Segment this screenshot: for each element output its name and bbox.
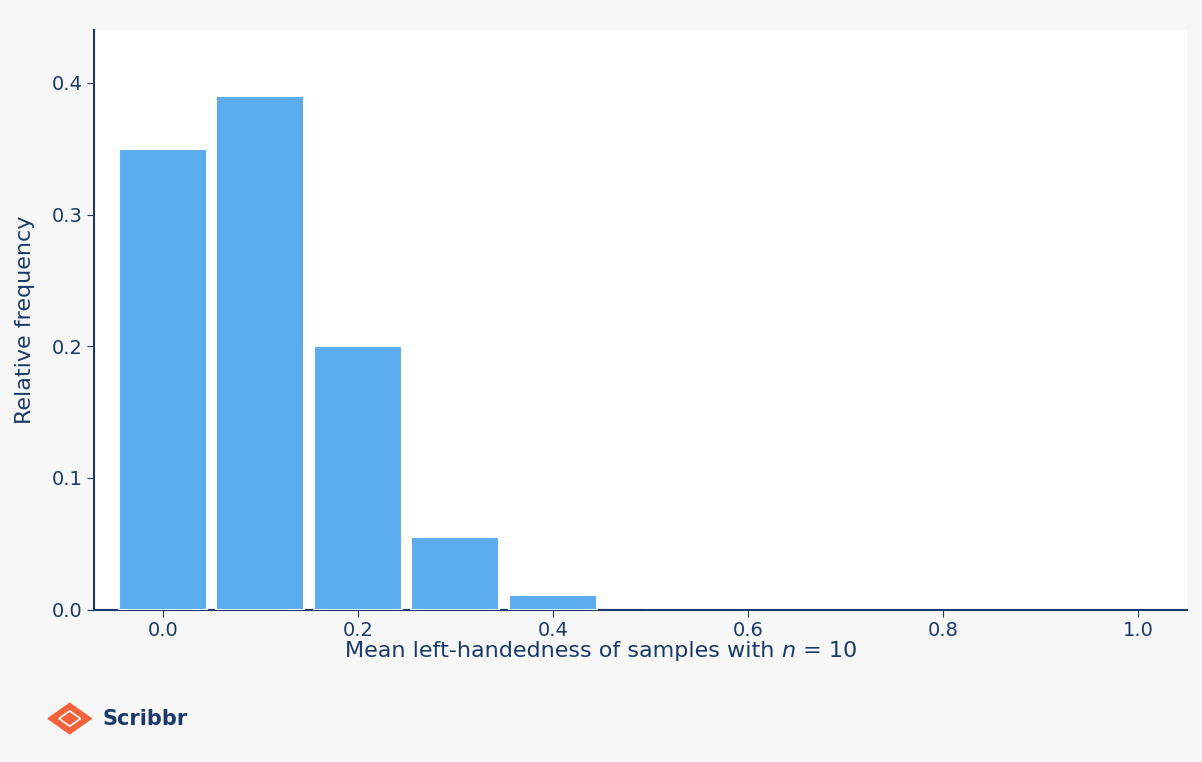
Bar bbox=[314, 346, 401, 610]
Bar bbox=[119, 149, 207, 610]
Text: n: n bbox=[781, 642, 796, 661]
Bar bbox=[216, 96, 304, 610]
Text: Scribbr: Scribbr bbox=[102, 709, 188, 728]
Bar bbox=[508, 595, 596, 610]
Text: = 10: = 10 bbox=[796, 642, 857, 661]
Bar bbox=[411, 537, 499, 610]
Text: Mean left-handedness of samples with: Mean left-handedness of samples with bbox=[345, 642, 781, 661]
Y-axis label: Relative frequency: Relative frequency bbox=[14, 216, 35, 424]
